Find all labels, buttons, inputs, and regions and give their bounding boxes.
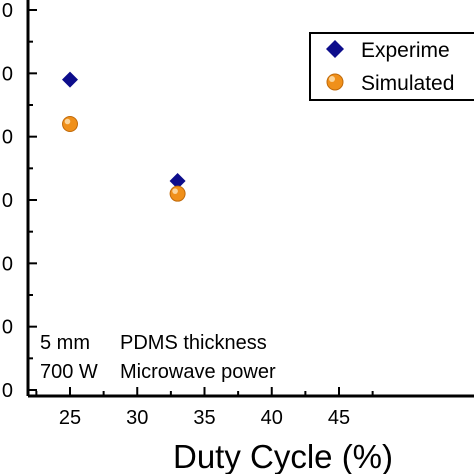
simulated-point-body	[169, 185, 186, 202]
legend: Experime Simulated	[309, 32, 474, 101]
simulated-point	[169, 185, 186, 202]
y-tick-label: 0	[2, 127, 13, 149]
simulated-point-body	[62, 116, 78, 132]
annotation-label-thickness: PDMS thickness	[120, 332, 267, 354]
y-tick-label: 0	[2, 63, 13, 85]
legend-marker-experiment	[326, 40, 344, 58]
experiment-point	[169, 173, 186, 189]
experiment-point	[62, 71, 78, 88]
simulated-point-highlight	[172, 188, 178, 194]
annotations: 5 mm PDMS thickness 700 W Microwave powe…	[40, 332, 276, 383]
y-tick-label: 0	[2, 0, 13, 22]
y-tick-label: 0	[2, 190, 13, 212]
data-points	[62, 71, 186, 202]
y-tick-label: 0	[2, 317, 13, 339]
annotation-value-power: 700 W	[40, 361, 98, 383]
x-tick-label: 40	[261, 407, 283, 429]
simulated-point	[62, 116, 78, 132]
x-axis-title: Duty Cycle (%)	[173, 438, 393, 474]
annotation-value-thickness: 5 mm	[40, 332, 90, 354]
y-axis-ticks: 0 0 0 0 0 0 0	[2, 0, 37, 402]
x-tick-label: 35	[193, 407, 215, 429]
x-tick-label: 45	[328, 407, 350, 429]
legend-label-experiment: Experime	[361, 39, 450, 62]
x-tick-label: 25	[59, 407, 81, 429]
y-tick-label: 0	[2, 380, 13, 402]
simulated-point-highlight	[64, 118, 71, 125]
plot-frame	[26, 0, 474, 398]
x-tick-label: 30	[126, 407, 148, 429]
legend-marker-simulated	[326, 73, 344, 91]
annotation-label-power: Microwave power	[120, 361, 276, 383]
x-axis-ticks: 25 30 35 40 45	[35, 387, 374, 429]
y-tick-label: 0	[2, 253, 13, 275]
legend-label-simulated: Simulated	[361, 72, 454, 95]
